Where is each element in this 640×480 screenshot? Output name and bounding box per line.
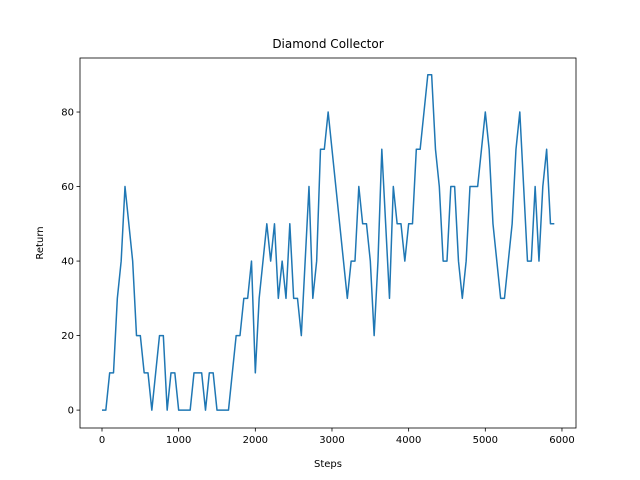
plot-frame — [79, 57, 577, 429]
y-tick-label: 40 — [61, 257, 74, 268]
y-tick-label: 60 — [61, 182, 74, 193]
data-line — [102, 74, 555, 411]
x-tick-label: 2000 — [243, 435, 268, 446]
x-tick-label: 5000 — [473, 435, 498, 446]
x-tick-label: 0 — [99, 435, 105, 446]
x-tick-label: 1000 — [166, 435, 191, 446]
x-tick-label: 3000 — [319, 435, 344, 446]
x-tick-label: 6000 — [549, 435, 574, 446]
chart-title: Diamond Collector — [272, 37, 383, 51]
x-axis-label: Steps — [314, 459, 342, 470]
y-axis-label: Return — [35, 226, 46, 259]
x-tick-label: 4000 — [396, 435, 421, 446]
y-tick-label: 20 — [61, 331, 74, 342]
y-tick-label: 0 — [68, 406, 74, 417]
y-tick-label: 80 — [61, 108, 74, 119]
